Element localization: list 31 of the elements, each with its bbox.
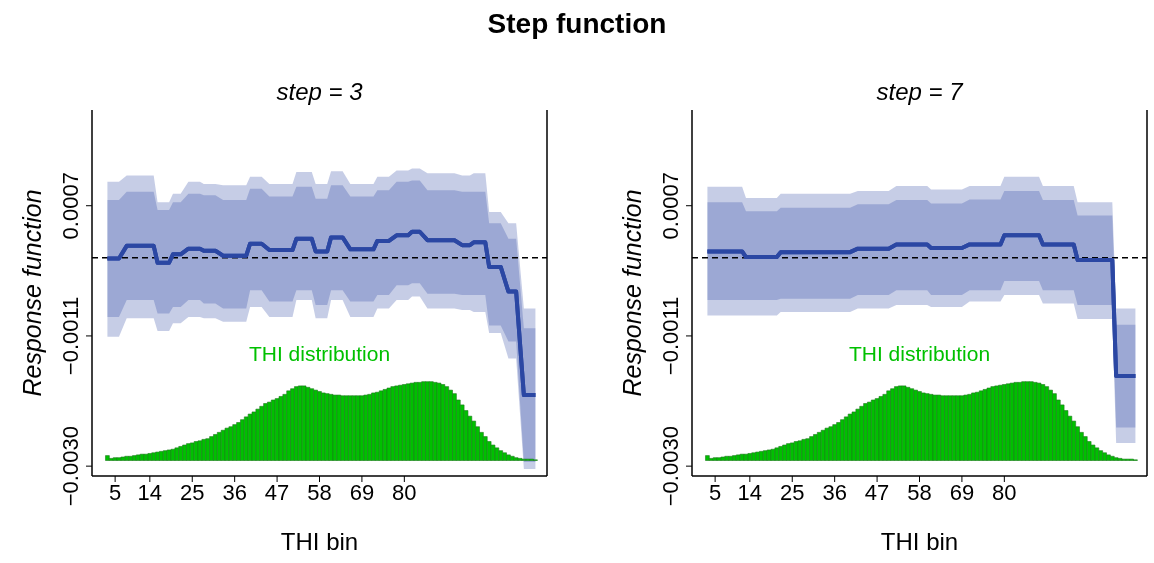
x-tick-label: 25	[180, 479, 205, 505]
y-tick-label: 0.0007	[58, 172, 83, 240]
x-tick-label: 47	[864, 479, 890, 505]
x-tick-label: 36	[222, 479, 247, 505]
x-tick-label: 36	[822, 479, 847, 505]
y-axis-title: Response function	[617, 188, 647, 399]
annotation: THI distribution	[247, 342, 392, 366]
x-tick-label: 25	[780, 479, 805, 505]
x-tick-label: 69	[349, 479, 375, 505]
y-tick-label: −0.0011	[658, 296, 683, 376]
x-tick-label: 14	[737, 479, 763, 505]
x-tick-label: 5	[709, 479, 722, 505]
annotation: THI distribution	[847, 342, 992, 366]
x-tick-label: 58	[907, 479, 932, 505]
chart-subtitle: step = 7	[875, 78, 965, 106]
x-axis-title: THI bin	[879, 528, 960, 556]
y-tick-label: −0.0030	[658, 426, 683, 507]
x-tick-label: 80	[992, 479, 1017, 505]
x-tick-label: 58	[307, 479, 332, 505]
x-tick-label: 14	[137, 479, 163, 505]
y-tick-label: 0.0007	[658, 172, 683, 240]
x-tick-label: 80	[392, 479, 417, 505]
x-axis-title: THI bin	[279, 528, 360, 556]
y-tick-label: −0.0011	[58, 296, 83, 376]
x-tick-label: 5	[109, 479, 122, 505]
chart-title: Step function	[486, 8, 668, 40]
chart-subtitle: step = 3	[275, 78, 364, 106]
x-tick-label: 47	[264, 479, 290, 505]
y-axis-title: Response function	[17, 188, 47, 399]
x-tick-label: 69	[949, 479, 975, 505]
y-tick-label: −0.0030	[58, 426, 83, 507]
